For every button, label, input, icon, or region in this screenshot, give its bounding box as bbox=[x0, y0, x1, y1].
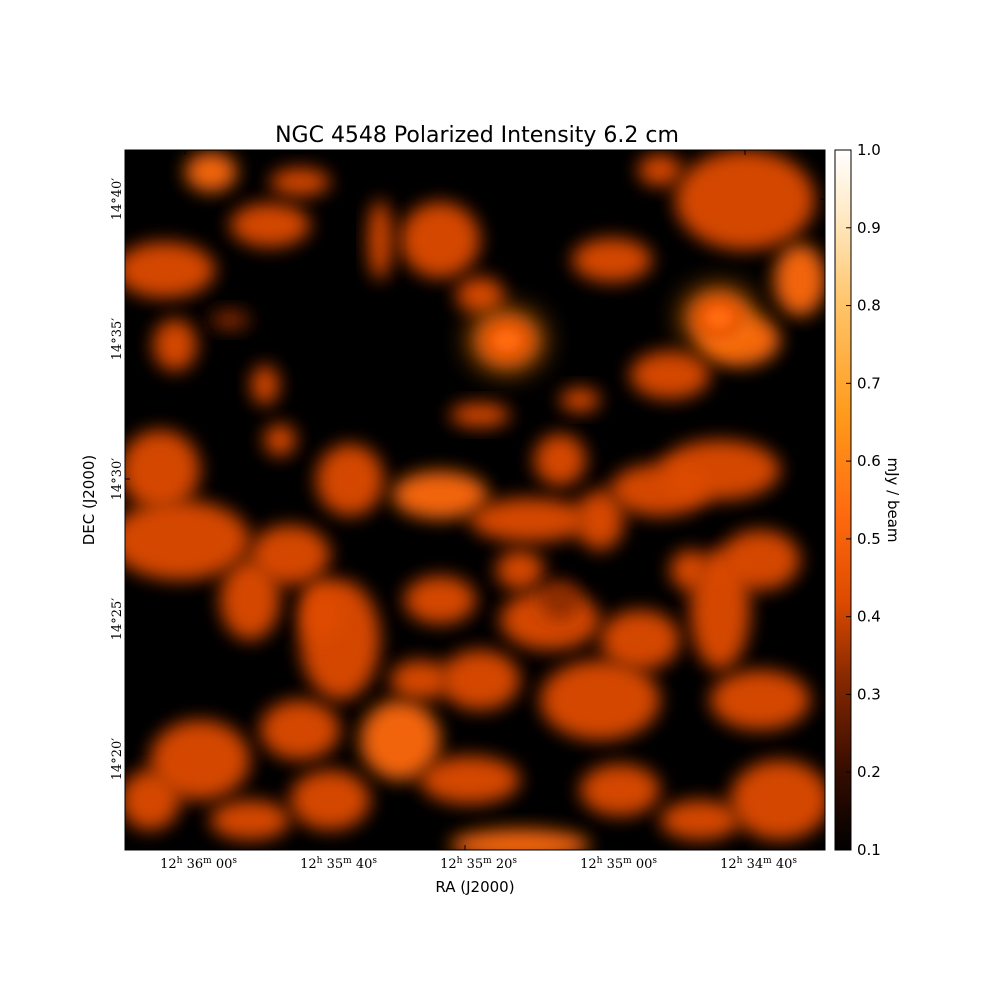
x-tick-label: 12h 34m 40s bbox=[720, 856, 797, 872]
chart-title: NGC 4548 Polarized Intensity 6.2 cm bbox=[275, 123, 679, 148]
emission-patch bbox=[400, 202, 480, 278]
emission-patch bbox=[600, 610, 680, 670]
emission-patch bbox=[270, 168, 330, 196]
emission-patch bbox=[210, 800, 290, 840]
emission-patch bbox=[675, 150, 815, 250]
colorbar bbox=[834, 149, 852, 851]
emission-patch bbox=[496, 550, 544, 590]
y-axis-label: DEC (J2000) bbox=[80, 455, 98, 546]
emission-patch bbox=[150, 720, 250, 800]
emission-patch bbox=[185, 152, 237, 192]
emission-patch bbox=[125, 770, 180, 830]
emission-patch bbox=[534, 434, 586, 486]
emission-patch bbox=[390, 660, 450, 700]
bright-source bbox=[683, 289, 754, 347]
emission-patch bbox=[125, 430, 200, 510]
emission-patch bbox=[251, 365, 279, 405]
emission-patch bbox=[730, 760, 825, 840]
x-axis-label: RA (J2000) bbox=[435, 878, 514, 896]
emission-patch bbox=[540, 660, 660, 740]
emission-patch bbox=[450, 829, 590, 850]
x-tick-label: 12h 35m 20s bbox=[440, 856, 517, 872]
emission-patch bbox=[230, 203, 310, 247]
colorbar-label: mJy / beam bbox=[884, 457, 902, 542]
emission-patch bbox=[774, 244, 825, 316]
colorbar-tick-label: 0.7 bbox=[857, 374, 881, 392]
x-tick-label: 12h 35m 40s bbox=[300, 856, 377, 872]
emission-patch bbox=[125, 242, 215, 298]
emission-patch bbox=[368, 200, 392, 280]
emission-patch bbox=[638, 154, 682, 186]
y-tick-label: 14°40′ bbox=[110, 178, 125, 221]
x-tick-label: 12h 36m 00s bbox=[160, 856, 237, 872]
x-tick-label: 12h 35m 00s bbox=[580, 856, 657, 872]
emission-patch bbox=[125, 500, 250, 580]
emission-patch bbox=[440, 650, 520, 710]
colorbar-tick-label: 0.1 bbox=[857, 841, 881, 859]
colorbar-tick-label: 0.6 bbox=[857, 452, 881, 470]
emission-patch bbox=[572, 238, 652, 282]
emission-patch bbox=[210, 310, 250, 330]
colorbar-tick-label: 0.9 bbox=[857, 219, 881, 237]
emission-patch bbox=[220, 560, 280, 640]
colorbar-tick-label: 0.2 bbox=[857, 763, 881, 781]
colorbar-tick-label: 0.3 bbox=[857, 685, 881, 703]
emission-patch bbox=[580, 764, 660, 816]
plot-frame bbox=[124, 149, 826, 851]
emission-patch bbox=[420, 756, 520, 804]
emission-patch bbox=[264, 424, 296, 456]
emission-patch bbox=[660, 440, 780, 500]
emission-patch bbox=[316, 444, 384, 516]
colorbar-tick-label: 0.5 bbox=[857, 530, 881, 548]
emission-patch bbox=[710, 670, 810, 730]
emission-patch bbox=[470, 498, 590, 542]
emission-patch bbox=[450, 403, 510, 427]
y-tick-label: 14°35′ bbox=[110, 318, 125, 361]
colorbar-tick-label: 0.4 bbox=[857, 608, 881, 626]
emission-patch bbox=[404, 576, 476, 624]
emission-patch bbox=[392, 471, 488, 519]
bright-source bbox=[471, 311, 542, 370]
colorbar-tick-label: 1.0 bbox=[857, 141, 881, 159]
y-tick-label: 14°20′ bbox=[110, 738, 125, 781]
emission-patch bbox=[540, 580, 580, 620]
emission-patch bbox=[560, 388, 600, 412]
emission-patch bbox=[576, 490, 624, 550]
emission-patch bbox=[250, 525, 330, 585]
emission-patch bbox=[360, 700, 440, 780]
y-tick-label: 14°30′ bbox=[110, 458, 125, 501]
emission-patch bbox=[290, 770, 370, 830]
y-tick-label: 14°25′ bbox=[110, 598, 125, 641]
emission-patch bbox=[670, 550, 710, 590]
emission-patch bbox=[660, 800, 740, 840]
emission-patch bbox=[630, 351, 710, 399]
emission-patch bbox=[260, 700, 340, 760]
heatmap-image bbox=[125, 150, 825, 850]
emission-patch bbox=[456, 277, 504, 313]
emission-patch bbox=[300, 580, 340, 640]
colorbar-tick-label: 0.8 bbox=[857, 297, 881, 315]
emission-patch bbox=[153, 319, 197, 371]
